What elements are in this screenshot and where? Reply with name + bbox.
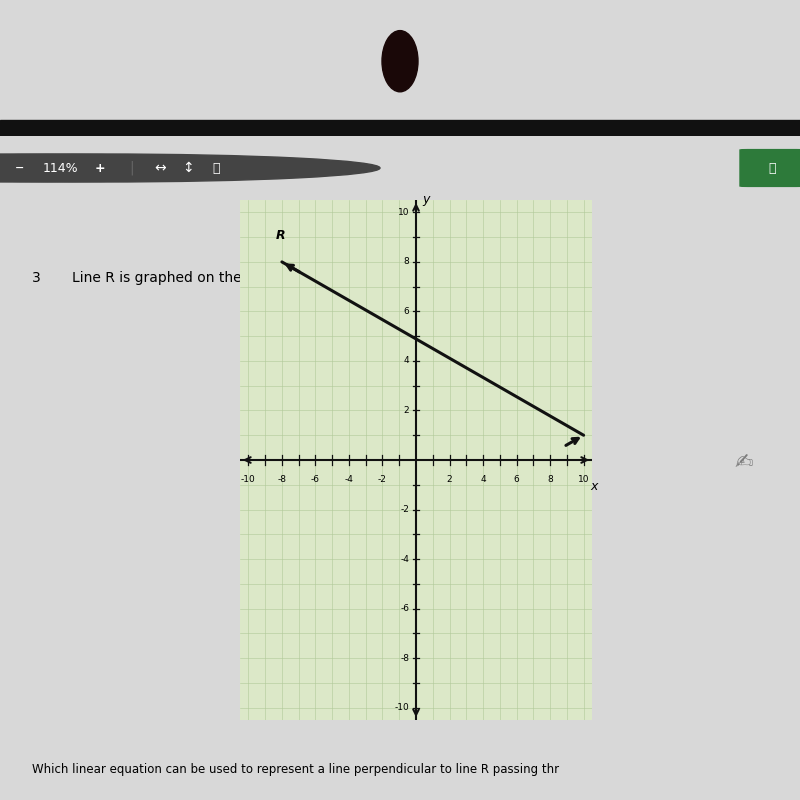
Text: y: y	[422, 194, 430, 206]
Text: -10: -10	[241, 475, 256, 484]
Text: R: R	[276, 229, 286, 242]
Text: -6: -6	[311, 475, 320, 484]
Text: 2: 2	[404, 406, 410, 415]
Text: 10: 10	[578, 475, 590, 484]
Text: ⤢: ⤢	[212, 162, 220, 174]
Text: 2: 2	[446, 475, 452, 484]
Text: -4: -4	[401, 554, 410, 563]
Text: Line R is graphed on the coordinate plane below.: Line R is graphed on the coordinate plan…	[72, 270, 412, 285]
Circle shape	[0, 154, 300, 182]
Text: ✋: ✋	[768, 162, 776, 174]
Text: -10: -10	[394, 703, 410, 712]
Text: 4: 4	[404, 357, 410, 366]
FancyBboxPatch shape	[740, 150, 800, 186]
Text: ✍: ✍	[734, 454, 754, 474]
Text: ↔: ↔	[154, 161, 166, 175]
Text: |: |	[130, 161, 134, 175]
Circle shape	[0, 154, 380, 182]
Text: 4: 4	[480, 475, 486, 484]
Text: ↕: ↕	[182, 161, 194, 175]
Text: -8: -8	[400, 654, 410, 662]
Text: −: −	[15, 163, 25, 173]
Ellipse shape	[382, 30, 418, 92]
Text: +: +	[94, 162, 106, 174]
Text: x: x	[590, 480, 598, 493]
Text: -2: -2	[378, 475, 387, 484]
Text: 3: 3	[32, 270, 41, 285]
Text: -6: -6	[400, 604, 410, 613]
Text: 6: 6	[403, 307, 410, 316]
Text: -4: -4	[345, 475, 354, 484]
Text: 8: 8	[403, 258, 410, 266]
Text: Which linear equation can be used to represent a line perpendicular to line R pa: Which linear equation can be used to rep…	[32, 762, 559, 775]
Text: 6: 6	[514, 475, 519, 484]
Text: 114%: 114%	[42, 162, 78, 174]
Text: -8: -8	[278, 475, 286, 484]
Bar	[0, 120, 800, 136]
Text: -2: -2	[401, 505, 410, 514]
Text: 10: 10	[398, 208, 410, 217]
Text: 8: 8	[547, 475, 553, 484]
